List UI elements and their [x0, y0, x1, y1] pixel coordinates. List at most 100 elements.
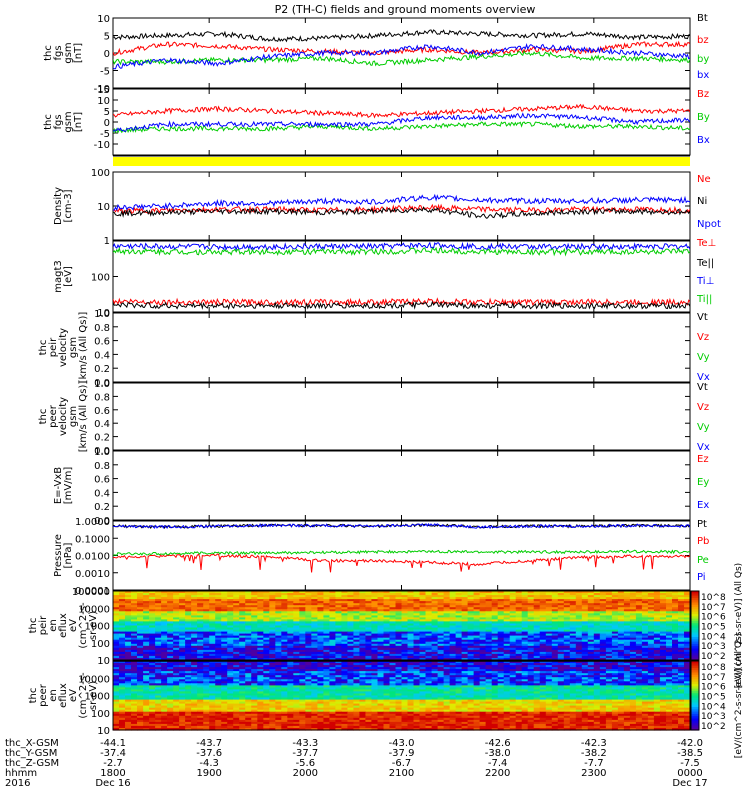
heatmap-cell [569, 631, 577, 635]
heatmap-cell [269, 649, 276, 653]
heatmap-cell [347, 591, 354, 594]
heatmap-cell [245, 609, 252, 612]
heatmap-cell [407, 593, 415, 596]
heatmap-cell [593, 631, 601, 635]
heatmap-cell [617, 603, 625, 606]
heatmap-cell [425, 593, 433, 596]
heatmap-cell [185, 635, 192, 639]
heatmap-cell [641, 667, 649, 670]
y-axis-label: sr-eV) [88, 681, 99, 710]
heatmap-cell [203, 673, 210, 676]
heatmap-cell [347, 617, 354, 620]
heatmap-cell [257, 669, 264, 672]
heatmap-cell [605, 611, 613, 614]
heatmap-cell [491, 681, 499, 684]
heatmap-cell [149, 625, 156, 629]
heatmap-cell [401, 629, 409, 633]
heatmap-cell [275, 617, 282, 620]
heatmap-cell [383, 629, 391, 633]
heatmap-cell [341, 679, 348, 682]
heatmap-cell [659, 621, 667, 624]
heatmap-cell [672, 611, 679, 614]
heatmap-cell [383, 681, 391, 684]
heatmap-cell [365, 641, 372, 645]
heatmap-cell [551, 605, 559, 608]
heatmap-cell [317, 623, 324, 627]
heatmap-cell [563, 685, 571, 688]
heatmap-cell [611, 671, 619, 674]
heatmap-cell [215, 675, 222, 678]
heatmap-cell [401, 653, 409, 657]
heatmap-cell [257, 667, 264, 670]
heatmap-cell [587, 625, 595, 629]
heatmap-cell [209, 675, 216, 678]
heatmap-cell [371, 651, 378, 655]
heatmap-cell [551, 621, 559, 624]
heatmap-cell [119, 667, 126, 670]
heatmap-cell [155, 645, 162, 649]
heatmap-cell [293, 641, 300, 645]
heatmap-cell [149, 647, 156, 651]
heatmap-cell [347, 605, 354, 608]
heatmap-cell [581, 669, 589, 672]
heatmap-cell [227, 683, 234, 686]
heatmap-cell [593, 671, 601, 674]
heatmap-cell [353, 633, 360, 637]
heatmap-cell [341, 619, 348, 622]
heatmap-cell [557, 675, 565, 678]
heatmap-cell [497, 667, 505, 670]
heatmap-cell [239, 629, 246, 633]
heatmap-cell [143, 667, 150, 670]
heatmap-cell [672, 679, 679, 682]
heatmap-cell [563, 607, 571, 610]
heatmap-cell [389, 631, 397, 635]
heatmap-cell [419, 631, 427, 635]
heatmap-cell [317, 685, 324, 688]
heatmap-cell [563, 599, 571, 602]
heatmap-cell [461, 667, 469, 670]
heatmap-cell [666, 597, 673, 600]
heatmap-cell [149, 595, 156, 598]
colorbar-step [691, 641, 699, 645]
heatmap-cell [143, 663, 150, 666]
heatmap-cell [383, 641, 391, 645]
heatmap-cell [539, 619, 547, 622]
heatmap-cell [653, 673, 661, 676]
heatmap-cell [179, 641, 186, 645]
heatmap-cell [419, 669, 427, 672]
heatmap-cell [257, 653, 264, 657]
heatmap-cell [479, 633, 487, 637]
heatmap-cell [173, 627, 180, 631]
heatmap-cell [269, 605, 276, 608]
heatmap-cell [653, 597, 661, 600]
heatmap-cell [341, 615, 348, 618]
heatmap-cell [629, 605, 637, 608]
heatmap-cell [599, 611, 607, 614]
heatmap-cell [191, 631, 198, 635]
heatmap-cell [684, 679, 691, 682]
heatmap-cell [503, 661, 511, 664]
heatmap-cell [251, 673, 258, 676]
heatmap-cell [113, 677, 120, 680]
heatmap-cell [413, 623, 421, 627]
heatmap-cell [185, 619, 192, 622]
y-axis-label: thc [43, 114, 54, 130]
heatmap-cell [653, 635, 661, 639]
heatmap-cell [431, 601, 439, 604]
heatmap-cell [257, 593, 264, 596]
heatmap-cell [365, 621, 372, 624]
heatmap-cell [329, 673, 336, 676]
heatmap-cell [672, 683, 679, 686]
heatmap-cell [275, 593, 282, 596]
heatmap-cell [581, 611, 589, 614]
heatmap-cell [431, 609, 439, 612]
heatmap-cell [641, 651, 649, 655]
heatmap-cell [347, 609, 354, 612]
heatmap-cell [185, 631, 192, 635]
heatmap-cell [684, 599, 691, 602]
heatmap-cell [155, 635, 162, 639]
colorbar-step [691, 602, 699, 606]
heatmap-cell [257, 595, 264, 598]
heatmap-cell [617, 637, 625, 641]
heatmap-cell [227, 591, 234, 594]
